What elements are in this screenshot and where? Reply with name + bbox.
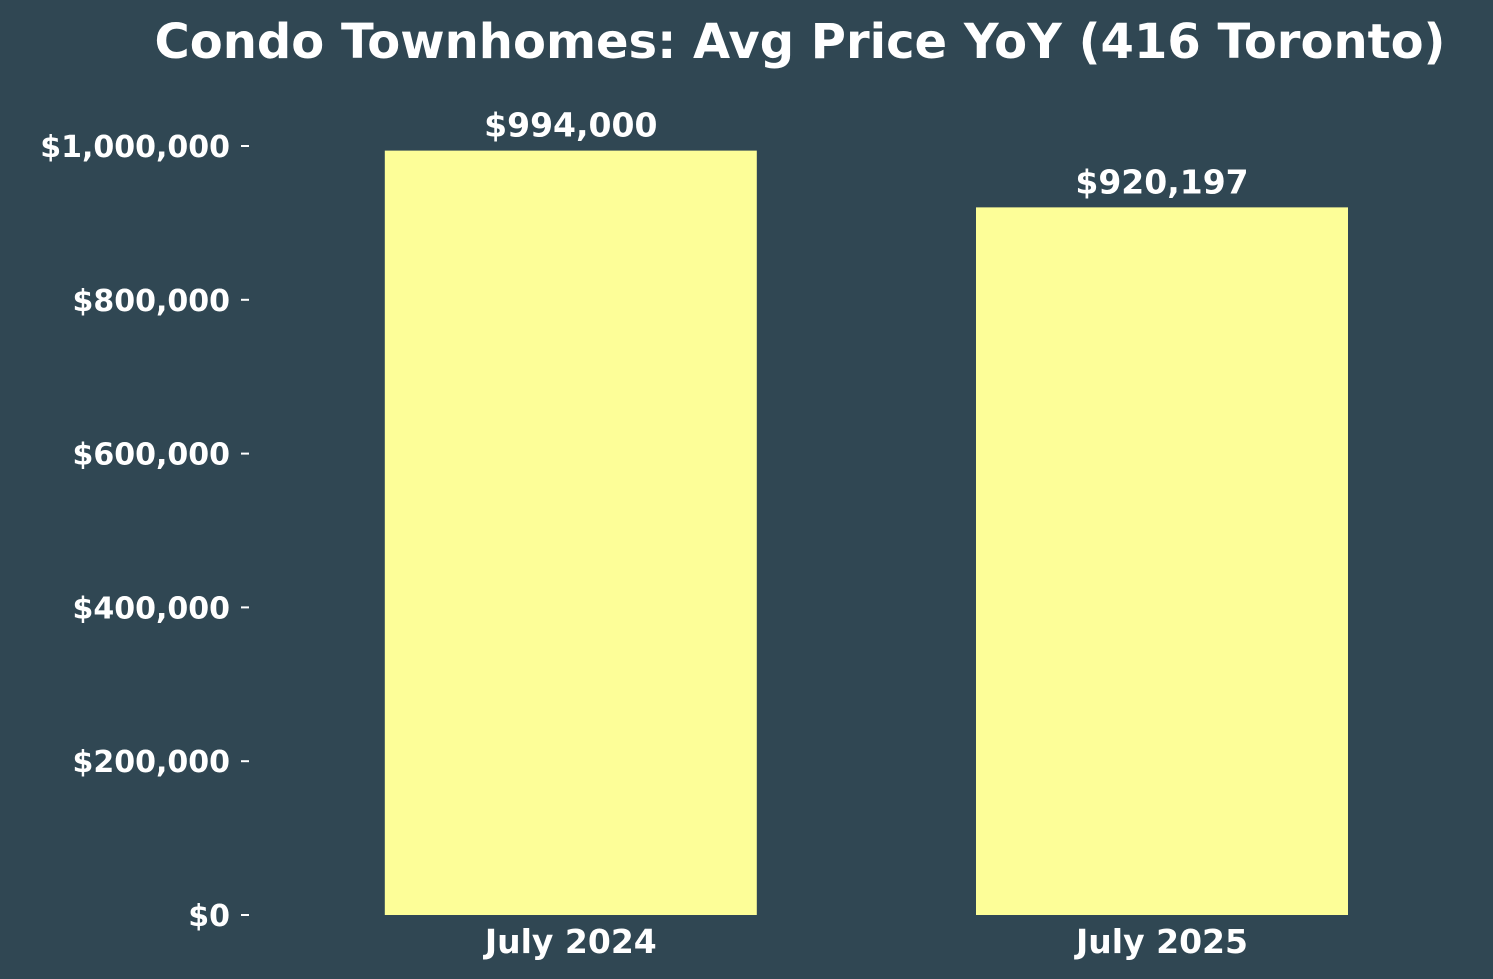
x-category-label: July 2024 xyxy=(483,922,657,961)
y-tick-label: $200,000 xyxy=(72,745,230,780)
x-axis: July 2024 July 2025 xyxy=(483,922,1248,961)
bar-value-label: $994,000 xyxy=(484,106,657,145)
chart-title: Condo Townhomes: Avg Price YoY (416 Toro… xyxy=(155,14,1446,70)
y-tick-label: $1,000,000 xyxy=(40,130,230,165)
y-axis: $0 $200,000 $400,000 $600,000 $800,000 $1,000… xyxy=(40,130,249,934)
y-tick-label: $0 xyxy=(188,899,230,934)
bar xyxy=(384,150,757,915)
x-category-label: July 2025 xyxy=(1074,922,1248,961)
bars-group: $994,000 $920,197 xyxy=(384,106,1348,915)
bar-value-label: $920,197 xyxy=(1075,162,1248,201)
y-tick-label: $800,000 xyxy=(72,284,230,319)
bar xyxy=(976,207,1348,915)
y-tick-label: $600,000 xyxy=(72,438,230,473)
y-tick-label: $400,000 xyxy=(72,591,230,626)
